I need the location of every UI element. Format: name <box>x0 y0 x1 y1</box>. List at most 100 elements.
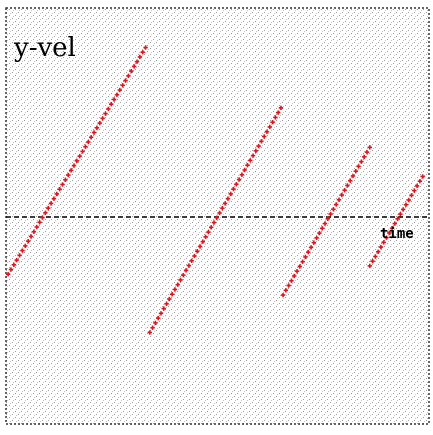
data-point <box>403 202 409 207</box>
data-point <box>25 238 31 244</box>
data-point <box>300 259 305 264</box>
data-point <box>183 268 189 273</box>
data-point <box>54 191 60 197</box>
data-point <box>267 124 272 130</box>
data-point <box>228 191 233 197</box>
data-point <box>100 116 105 121</box>
data-point <box>129 68 134 74</box>
data-point <box>273 115 278 120</box>
data-point <box>60 182 65 187</box>
data-point <box>350 173 356 179</box>
data-point <box>109 102 114 107</box>
data-point <box>364 149 370 155</box>
data-point <box>63 177 68 182</box>
data-point <box>46 205 51 211</box>
data-point <box>406 197 411 203</box>
data-point <box>8 267 14 272</box>
data-point <box>395 216 400 222</box>
data-point <box>164 301 169 307</box>
data-point <box>389 226 395 231</box>
data-point <box>126 73 131 79</box>
data-point <box>91 130 97 135</box>
data-point <box>103 111 108 116</box>
data-point <box>123 78 128 83</box>
data-point <box>409 193 414 198</box>
data-point <box>161 306 166 311</box>
data-point <box>66 172 71 178</box>
data-point <box>114 92 120 97</box>
data-point <box>400 207 406 212</box>
data-point <box>203 234 208 240</box>
data-point <box>373 254 378 259</box>
data-point <box>143 45 148 50</box>
data-point <box>209 225 214 230</box>
data-point <box>242 167 247 173</box>
data-point <box>200 239 206 244</box>
data-point <box>97 120 102 126</box>
data-point <box>303 254 308 260</box>
data-point <box>367 263 372 269</box>
data-point <box>236 177 242 182</box>
data-point <box>17 253 22 258</box>
data-point <box>189 258 194 263</box>
data-point <box>308 245 314 250</box>
data-point <box>370 259 375 264</box>
data-point <box>347 178 353 183</box>
data-point <box>14 257 19 263</box>
data-point <box>94 125 100 131</box>
data-point <box>5 272 11 277</box>
data-point <box>20 248 25 253</box>
data-point <box>420 174 425 179</box>
data-point <box>48 201 54 206</box>
data-point <box>120 83 125 88</box>
x-axis-label: time <box>380 226 414 242</box>
data-point <box>80 149 85 154</box>
data-point <box>328 211 333 217</box>
data-point <box>336 197 342 202</box>
data-point <box>234 182 239 187</box>
data-point <box>392 221 398 226</box>
data-point <box>417 178 423 184</box>
y-axis-label: y-vel <box>13 33 76 63</box>
data-point <box>412 188 417 193</box>
data-point <box>140 50 145 55</box>
data-point <box>378 244 384 250</box>
data-point <box>286 283 291 288</box>
data-point <box>375 249 381 254</box>
data-point <box>278 105 284 111</box>
data-point <box>11 262 17 267</box>
data-point <box>131 64 137 69</box>
data-point <box>325 216 331 222</box>
data-point <box>353 168 358 174</box>
data-point <box>147 330 153 335</box>
data-point <box>262 134 267 139</box>
data-point <box>40 215 45 220</box>
data-point <box>320 226 325 231</box>
data-point <box>28 234 34 239</box>
data-point <box>334 202 339 207</box>
data-point <box>231 186 236 192</box>
data-point <box>359 159 364 164</box>
data-point <box>283 288 289 293</box>
data-point <box>339 192 345 198</box>
data-point <box>250 153 256 158</box>
data-point <box>214 215 219 220</box>
data-point <box>111 97 117 102</box>
data-point <box>314 235 319 241</box>
data-point <box>206 229 211 235</box>
data-point <box>186 263 192 268</box>
data-point <box>155 315 161 321</box>
plot-border <box>5 7 430 425</box>
data-point <box>175 282 180 287</box>
data-point <box>150 325 155 330</box>
data-point <box>306 249 311 255</box>
data-point <box>71 163 77 168</box>
data-point <box>322 221 328 226</box>
data-point <box>88 135 94 140</box>
data-point <box>245 162 250 168</box>
data-point <box>134 59 140 64</box>
data-point <box>222 201 228 206</box>
data-point <box>270 119 275 125</box>
data-point <box>172 287 178 292</box>
